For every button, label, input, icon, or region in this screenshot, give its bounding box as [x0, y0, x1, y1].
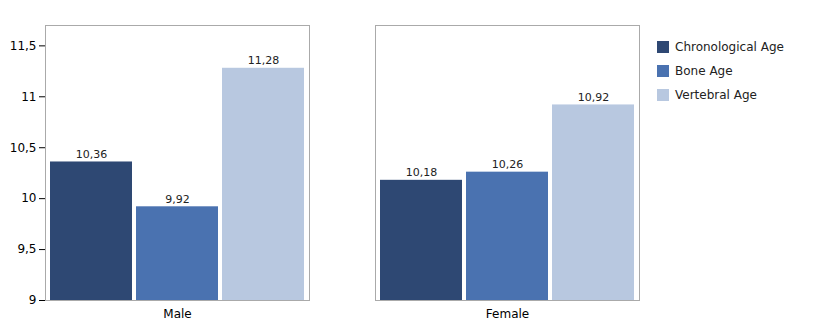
svg-text:10,18: 10,18: [406, 166, 438, 179]
svg-text:10: 10: [21, 191, 36, 205]
svg-text:Female: Female: [486, 307, 529, 321]
svg-text:9,92: 9,92: [165, 193, 190, 206]
html-text:Chronological Age: Chronological Age: [675, 40, 784, 54]
svg-text:10,92: 10,92: [578, 91, 610, 104]
svg-text:10,5: 10,5: [10, 141, 37, 155]
html-text:Vertebral Age: Vertebral Age: [675, 88, 757, 102]
svg-text:10,26: 10,26: [492, 158, 524, 171]
svg-text:10,36: 10,36: [76, 148, 108, 161]
svg-text:11: 11: [21, 90, 36, 104]
svg-text:9,5: 9,5: [17, 242, 36, 256]
svg-text:11,28: 11,28: [248, 54, 280, 67]
svg-text:Male: Male: [163, 307, 191, 321]
html-text:Bone Age: Bone Age: [675, 64, 733, 78]
svg-text:11,5: 11,5: [10, 39, 37, 53]
svg-text:9: 9: [29, 293, 37, 307]
